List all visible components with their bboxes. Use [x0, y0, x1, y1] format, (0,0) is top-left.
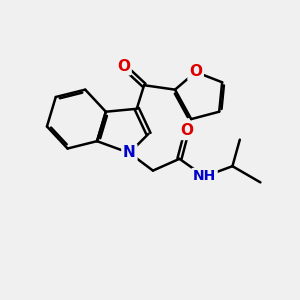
Text: O: O: [180, 123, 193, 138]
Text: NH: NH: [193, 169, 216, 184]
Text: O: O: [117, 58, 130, 74]
Text: N: N: [123, 146, 136, 160]
Text: O: O: [189, 64, 202, 80]
